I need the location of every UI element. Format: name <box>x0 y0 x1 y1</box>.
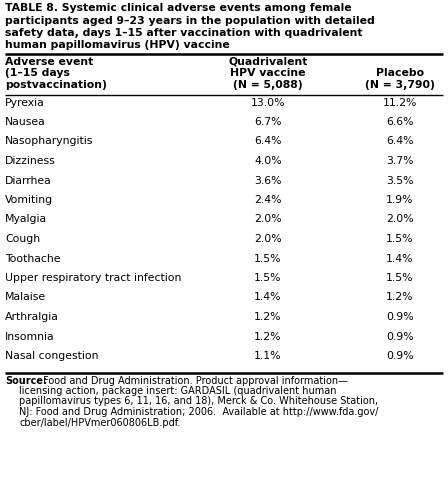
Text: Adverse event: Adverse event <box>5 57 93 67</box>
Text: Cough: Cough <box>5 234 40 244</box>
Text: Pyrexia: Pyrexia <box>5 98 45 108</box>
Text: 6.6%: 6.6% <box>386 117 414 127</box>
Text: 6.4%: 6.4% <box>254 137 282 146</box>
Text: Food and Drug Administration. Product approval information—: Food and Drug Administration. Product ap… <box>40 375 348 385</box>
Text: NJ: Food and Drug Administration; 2006.  Available at http://www.fda.gov/: NJ: Food and Drug Administration; 2006. … <box>19 407 379 417</box>
Text: Nasal congestion: Nasal congestion <box>5 351 99 361</box>
Text: Arthralgia: Arthralgia <box>5 312 59 322</box>
Text: Source:: Source: <box>5 375 47 385</box>
Text: 6.4%: 6.4% <box>386 137 414 146</box>
Text: Diarrhea: Diarrhea <box>5 175 52 185</box>
Text: papillomavirus types 6, 11, 16, and 18), Merck & Co. Whitehouse Station,: papillomavirus types 6, 11, 16, and 18),… <box>19 397 378 407</box>
Text: 1.1%: 1.1% <box>254 351 282 361</box>
Text: human papillomavirus (HPV) vaccine: human papillomavirus (HPV) vaccine <box>5 41 230 51</box>
Text: Quadrivalent: Quadrivalent <box>228 57 308 67</box>
Text: postvaccination): postvaccination) <box>5 80 107 90</box>
Text: 13.0%: 13.0% <box>251 98 285 108</box>
Text: 1.5%: 1.5% <box>386 273 414 283</box>
Text: 0.9%: 0.9% <box>386 331 414 341</box>
Text: 1.4%: 1.4% <box>386 254 414 264</box>
Text: participants aged 9–23 years in the population with detailed: participants aged 9–23 years in the popu… <box>5 15 375 26</box>
Text: 3.7%: 3.7% <box>386 156 414 166</box>
Text: 1.9%: 1.9% <box>386 195 414 205</box>
Text: Upper respiratory tract infection: Upper respiratory tract infection <box>5 273 181 283</box>
Text: (1–15 days: (1–15 days <box>5 69 70 79</box>
Text: Vomiting: Vomiting <box>5 195 53 205</box>
Text: TABLE 8. Systemic clinical adverse events among female: TABLE 8. Systemic clinical adverse event… <box>5 3 352 13</box>
Text: 1.5%: 1.5% <box>386 234 414 244</box>
Text: Nasopharyngitis: Nasopharyngitis <box>5 137 93 146</box>
Text: 6.7%: 6.7% <box>254 117 282 127</box>
Text: 3.5%: 3.5% <box>386 175 414 185</box>
Text: 0.9%: 0.9% <box>386 312 414 322</box>
Text: HPV vaccine: HPV vaccine <box>230 69 306 79</box>
Text: Nausea: Nausea <box>5 117 46 127</box>
Text: Insomnia: Insomnia <box>5 331 55 341</box>
Text: licensing action, package insert: GARDASIL (quadrivalent human: licensing action, package insert: GARDAS… <box>19 386 336 396</box>
Text: (N = 5,088): (N = 5,088) <box>233 80 303 90</box>
Text: 1.2%: 1.2% <box>254 331 282 341</box>
Text: Dizziness: Dizziness <box>5 156 56 166</box>
Text: 2.0%: 2.0% <box>254 234 282 244</box>
Text: Malaise: Malaise <box>5 293 46 302</box>
Text: 3.6%: 3.6% <box>254 175 282 185</box>
Text: 1.5%: 1.5% <box>254 254 282 264</box>
Text: 11.2%: 11.2% <box>383 98 417 108</box>
Text: 0.9%: 0.9% <box>386 351 414 361</box>
Text: safety data, days 1–15 after vaccination with quadrivalent: safety data, days 1–15 after vaccination… <box>5 28 362 38</box>
Text: 1.2%: 1.2% <box>254 312 282 322</box>
Text: 2.0%: 2.0% <box>386 214 414 225</box>
Text: 1.4%: 1.4% <box>254 293 282 302</box>
Text: 1.5%: 1.5% <box>254 273 282 283</box>
Text: Placebo: Placebo <box>376 69 424 79</box>
Text: 2.0%: 2.0% <box>254 214 282 225</box>
Text: 4.0%: 4.0% <box>254 156 282 166</box>
Text: Myalgia: Myalgia <box>5 214 47 225</box>
Text: cber/label/HPVmer060806LB.pdf.: cber/label/HPVmer060806LB.pdf. <box>19 417 181 427</box>
Text: Toothache: Toothache <box>5 254 60 264</box>
Text: 2.4%: 2.4% <box>254 195 282 205</box>
Text: (N = 3,790): (N = 3,790) <box>365 80 435 90</box>
Text: 1.2%: 1.2% <box>386 293 414 302</box>
